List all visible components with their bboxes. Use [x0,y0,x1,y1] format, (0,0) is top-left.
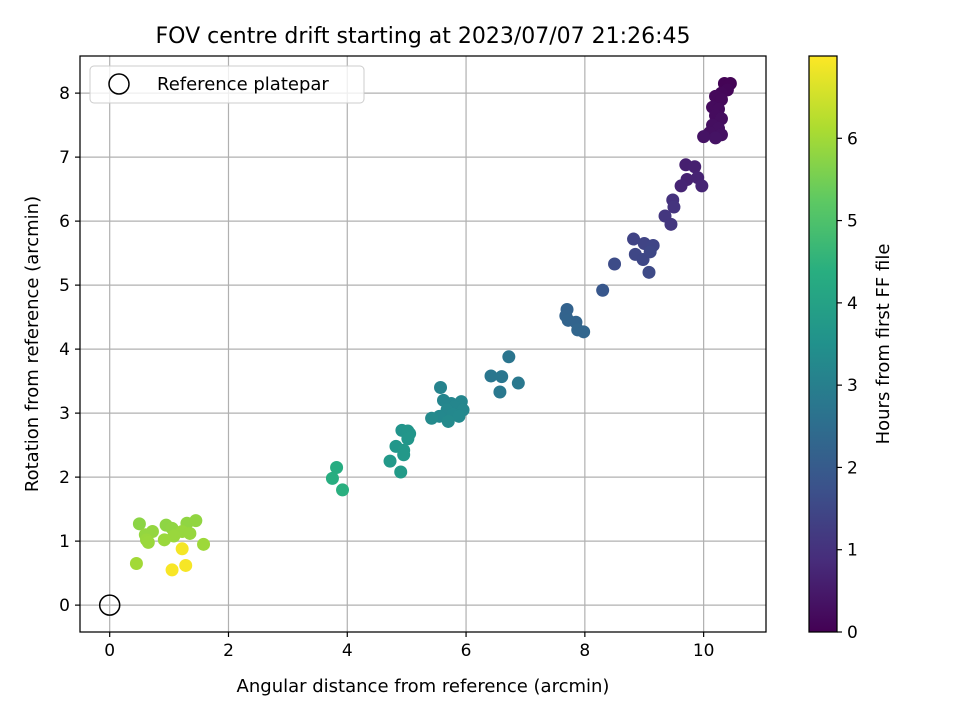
scatter-point [157,533,171,547]
scatter-point [183,526,197,540]
x-axis-ticks: 0 2 4 6 8 10 [104,632,714,661]
scatter-point [175,542,189,556]
x-tick-label: 10 [693,641,715,661]
scatter-point [674,179,688,193]
y-tick-label: 2 [59,468,70,488]
scatter-point [495,370,509,384]
x-tick-label: 8 [579,641,590,661]
legend: Reference platepar [89,65,365,104]
scatter-point [627,232,641,246]
y-axis-label: Rotation from reference (arcmin) [22,196,43,492]
scatter-point [141,535,155,549]
scatter-point [642,265,656,279]
data-points [129,77,737,577]
y-tick-label: 8 [59,84,70,104]
scatter-point [577,325,591,339]
x-tick-label: 6 [461,641,472,661]
scatter-point [330,461,344,475]
legend-marker-reference [108,73,130,95]
y-tick-label: 0 [59,596,70,616]
scatter-point [511,376,525,390]
colorbar-tick-label: 1 [847,541,858,561]
scatter-point [667,200,681,214]
axes-frame [79,55,767,633]
chart-title: FOV centre drift starting at 2023/07/07 … [156,24,691,49]
colorbar: 0 1 2 3 4 5 6 Hours from first FF file [808,55,894,643]
x-axis-label: Angular distance from reference (arcmin) [237,676,610,697]
scatter-point [596,283,610,297]
scatter-point [608,257,622,271]
scatter-point [383,454,397,468]
scatter-point [688,160,702,174]
scatter-point [695,179,709,193]
plot-area: 0 2 4 6 8 10 0 1 2 3 4 5 6 7 8 [59,55,767,661]
colorbar-tick-label: 5 [847,212,858,232]
scatter-point [441,414,455,428]
colorbar-tick-label: 6 [847,129,858,149]
colorbar-label: Hours from first FF file [873,244,894,445]
scatter-point [179,558,193,572]
y-tick-label: 7 [59,148,70,168]
scatter-point [697,130,711,144]
colorbar-tick-label: 0 [847,623,858,643]
scatter-point [394,465,408,479]
scatter-point [197,537,211,551]
scatter-point [325,471,339,485]
x-tick-label: 4 [342,641,353,661]
y-tick-label: 4 [59,340,70,360]
legend-label-reference: Reference platepar [157,74,329,95]
colorbar-ticks: 0 1 2 3 4 5 6 [837,129,858,643]
y-tick-label: 5 [59,276,70,296]
scatter-point [434,381,448,395]
scatter-point [401,432,415,446]
scatter-point [189,514,203,528]
grid-lines [80,56,766,632]
x-tick-label: 0 [104,641,115,661]
scatter-point [493,385,507,399]
scatter-point [132,517,146,531]
y-tick-label: 1 [59,532,70,552]
scatter-point [484,369,498,383]
scatter-point [452,409,466,423]
y-tick-label: 3 [59,404,70,424]
colorbar-gradient [808,55,838,633]
colorbar-tick-label: 4 [847,294,858,314]
scatter-point [336,483,350,497]
scatter-point [129,557,143,571]
scatter-point [643,245,657,259]
x-tick-label: 2 [223,641,234,661]
scatter-point [397,448,411,462]
scatter-point [165,563,179,577]
scatter-point [425,411,439,425]
scatter-point [709,131,723,145]
y-axis-ticks: 0 1 2 3 4 5 6 7 8 [59,84,80,616]
colorbar-tick-label: 3 [847,376,858,396]
colorbar-tick-label: 2 [847,458,858,478]
scatter-point [664,217,678,231]
y-tick-label: 6 [59,212,70,232]
scatter-point [502,350,516,364]
reference-platepar-marker [98,594,121,616]
